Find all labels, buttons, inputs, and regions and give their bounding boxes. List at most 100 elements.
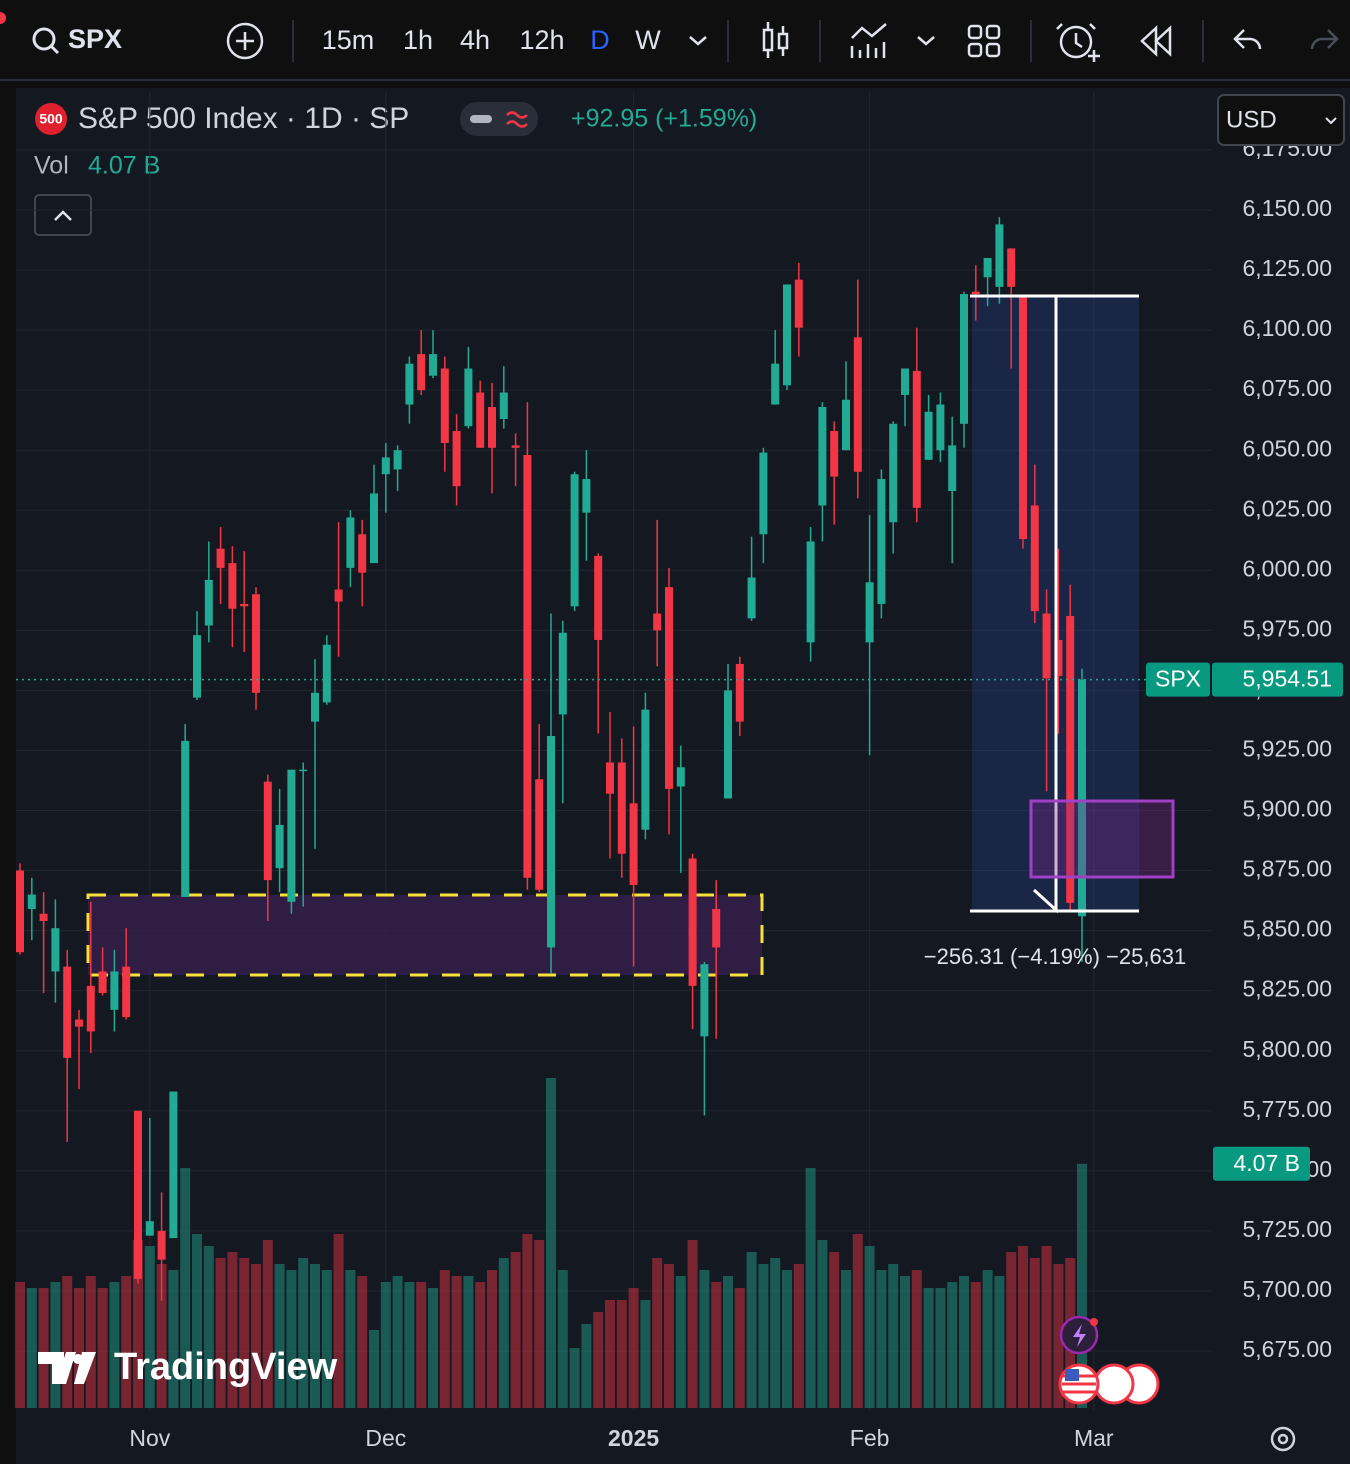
zone-rectangle[interactable] — [86, 893, 764, 977]
interval-button[interactable]: W — [635, 25, 661, 55]
candle-body — [252, 594, 260, 693]
interval-button[interactable]: D — [590, 25, 610, 55]
flag-icon[interactable] — [1093, 1363, 1135, 1405]
candle-body — [983, 258, 992, 278]
candle-body — [806, 541, 815, 643]
purple-rectangle[interactable] — [1029, 799, 1175, 879]
candle-body — [853, 337, 862, 472]
y-tick-label: 6,025.00 — [1242, 495, 1332, 521]
status-pill[interactable] — [460, 102, 538, 136]
candle-body — [381, 457, 390, 475]
icon — [967, 24, 983, 40]
volume-bar — [888, 1264, 899, 1408]
volume-bar — [74, 1288, 84, 1408]
undo-button[interactable] — [1233, 29, 1262, 50]
candle-body — [110, 971, 119, 1010]
watermark: TradingView — [38, 1346, 338, 1388]
gear — [1277, 1433, 1289, 1445]
interval-button[interactable]: 15m — [322, 25, 375, 55]
candle-body — [193, 635, 201, 698]
volume-bar — [251, 1264, 261, 1408]
candle-body — [16, 870, 24, 953]
volume-bar — [841, 1270, 851, 1408]
layout-button[interactable] — [967, 24, 1001, 58]
volume-bar — [144, 1246, 155, 1408]
volume-bar — [380, 1282, 391, 1408]
chevron — [1325, 117, 1337, 125]
volume-bar — [168, 1270, 179, 1408]
event-dot — [1090, 1318, 1098, 1326]
interval-button[interactable]: 12h — [519, 25, 564, 55]
candle-body — [63, 966, 72, 1058]
candle-body — [936, 404, 945, 451]
volume-bar — [62, 1276, 73, 1408]
icon — [1140, 25, 1172, 57]
gear — [1270, 1426, 1296, 1452]
candle-body — [1054, 639, 1063, 676]
candle-body — [204, 579, 213, 626]
icon — [851, 23, 887, 39]
candle-body — [311, 692, 319, 722]
volume-bar — [38, 1288, 49, 1408]
indicators-button[interactable] — [850, 23, 935, 58]
chart-type-button[interactable] — [762, 22, 789, 58]
status-icon — [470, 115, 492, 123]
badge-text: 500 — [39, 111, 63, 127]
volume-bar — [569, 1348, 580, 1408]
volume-pane — [15, 1078, 1087, 1408]
chevron — [917, 36, 935, 46]
candle-body — [842, 399, 850, 451]
volume-bar — [959, 1276, 969, 1408]
candle-body — [700, 964, 709, 1037]
alert-button[interactable] — [1056, 23, 1100, 62]
candle-body — [1007, 248, 1016, 287]
price-tag-bg — [1146, 662, 1210, 697]
candle-body — [370, 493, 378, 564]
volume-bar — [970, 1282, 981, 1408]
chevron[interactable] — [689, 36, 707, 46]
candle-body — [86, 985, 95, 1032]
candle-body — [629, 803, 638, 885]
volume-bar — [357, 1276, 368, 1408]
candle-body — [1019, 296, 1027, 540]
x-tick-label: 2025 — [608, 1425, 659, 1451]
settings-button[interactable] — [1270, 1426, 1296, 1452]
volume-bar — [770, 1258, 781, 1408]
candle-body — [617, 762, 626, 854]
measure-label: −256.31 (−4.19%) −25,631 — [924, 944, 1186, 969]
candle-body — [1066, 615, 1075, 903]
interval-button[interactable]: 4h — [460, 25, 490, 55]
y-tick-label: 6,125.00 — [1242, 255, 1332, 281]
volume-bar — [133, 1240, 143, 1408]
volume-bar — [935, 1288, 946, 1408]
interval-button[interactable]: 1h — [403, 25, 433, 55]
candle-body — [712, 908, 721, 948]
symbol-search[interactable]: SPX — [32, 24, 122, 55]
candle-body — [818, 406, 827, 506]
y-tick-label: 6,000.00 — [1242, 555, 1332, 581]
volume-bar — [664, 1264, 674, 1408]
x-tick-label: Feb — [850, 1425, 890, 1451]
search-icon — [32, 27, 56, 51]
candle-body — [134, 1110, 142, 1279]
volume-bar — [463, 1276, 474, 1408]
search-icon — [49, 44, 60, 55]
volume-bar — [392, 1276, 403, 1408]
candle-body — [51, 928, 60, 972]
redo-button[interactable] — [1310, 29, 1339, 50]
candle-body — [665, 587, 673, 789]
candle-body — [653, 613, 662, 631]
candle-body — [511, 445, 520, 448]
volume-bar — [262, 1240, 273, 1408]
y-tick-label: 5,775.00 — [1242, 1096, 1332, 1122]
collapse-button[interactable] — [34, 194, 92, 236]
icon — [1056, 23, 1100, 62]
volume-bar — [994, 1276, 1005, 1408]
replay-button[interactable] — [1140, 25, 1172, 57]
candle-body — [960, 294, 968, 424]
compare-button[interactable] — [226, 22, 264, 60]
volume-bar — [1053, 1264, 1064, 1408]
candle-body — [499, 392, 508, 419]
currency-select[interactable] — [1217, 94, 1345, 146]
volume-bar — [369, 1330, 379, 1408]
